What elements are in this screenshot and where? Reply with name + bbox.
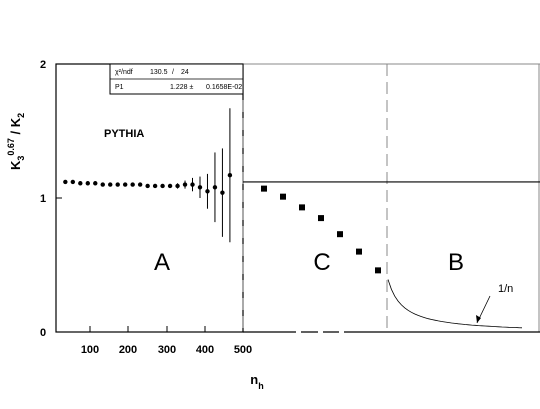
pythia-data-points [63,108,233,243]
stat-chi2-name: χ²/ndf [115,69,133,76]
data-point-7 [115,182,120,187]
region-c-square-3 [318,215,324,222]
curve-label-arrowhead [476,315,481,323]
y-label-k3: K [8,160,23,170]
data-point-15 [175,183,180,189]
data-point-1 [70,179,76,185]
stats-box: χ²/ndf 130.5 / 24 P1 1.228 ± 0.1658E-02 [109,63,244,95]
region-c-squares [261,185,381,274]
data-point-16 [182,182,188,187]
stat-p1-error: 0.1658E-02 [206,84,242,91]
y-tick-label-0: 0 [40,327,46,339]
x-tick-label-200: 200 [119,344,137,356]
y-label-sub3: 3 [16,156,26,161]
axis-break-1 [296,330,301,334]
data-point-18 [197,185,203,190]
y-axis-label: K30.67 / K2 [6,113,26,170]
data-point-20 [212,185,218,190]
x-tick-label-400: 400 [196,344,214,356]
data-point-22 [227,173,233,178]
data-point-21 [220,190,225,195]
x-label-sub: h [258,381,264,391]
region-label-a: A [154,249,170,276]
x-axis-ticks: 100 200 300 400 500 [81,326,252,356]
y-tick-label-2: 2 [40,59,46,71]
data-point-19 [205,189,210,194]
region-c-square-6 [375,267,381,274]
x-tick-label-500: 500 [234,344,252,356]
region-label-c: C [313,249,330,276]
region-c-square-4 [337,231,343,238]
stat-chi2-sep: / [172,69,174,76]
data-point-12 [152,183,158,189]
data-point-2 [78,181,83,186]
data-point-0 [63,179,68,185]
stat-chi2-value: 130.5 [150,69,168,76]
y-label-slash: / K [8,117,23,138]
x-label-n: n [250,372,258,387]
region-label-b: B [448,249,464,276]
data-point-14 [167,183,173,189]
y-tick-label-1: 1 [40,193,46,205]
x-axis-label: nh [250,372,263,391]
stat-p1-value: 1.228 ± [170,84,193,91]
y-label-exp: 0.67 [6,138,16,156]
data-point-11 [145,183,150,189]
data-point-3 [85,181,90,186]
region-c-square-0 [261,185,267,192]
curve-label: 1/n [498,283,513,295]
data-point-9 [130,182,135,187]
region-c-square-5 [356,248,362,255]
y-label-sub2: 2 [16,113,26,118]
data-point-17 [190,182,195,187]
x-tick-label-300: 300 [158,344,176,356]
x-tick-label-100: 100 [81,344,99,356]
data-point-13 [160,183,165,189]
stat-chi2-extra: 24 [181,69,189,76]
data-point-4 [93,181,98,186]
y-axis-ticks: 0 1 2 [40,59,62,339]
data-point-5 [100,182,105,187]
axis-break-2 [318,330,323,334]
stat-p1-name: P1 [115,84,124,91]
generator-label: PYTHIA [104,128,144,140]
inverse-n-curve [387,279,523,329]
data-point-6 [108,182,113,187]
data-point-8 [122,182,128,187]
data-point-10 [137,182,143,187]
axis-break-3 [339,330,344,334]
axis-break-marks [296,330,344,334]
svg-text:K30.67 / K2: K30.67 / K2 [6,113,26,170]
region-c-square-2 [299,204,305,211]
region-c-square-1 [280,193,286,200]
